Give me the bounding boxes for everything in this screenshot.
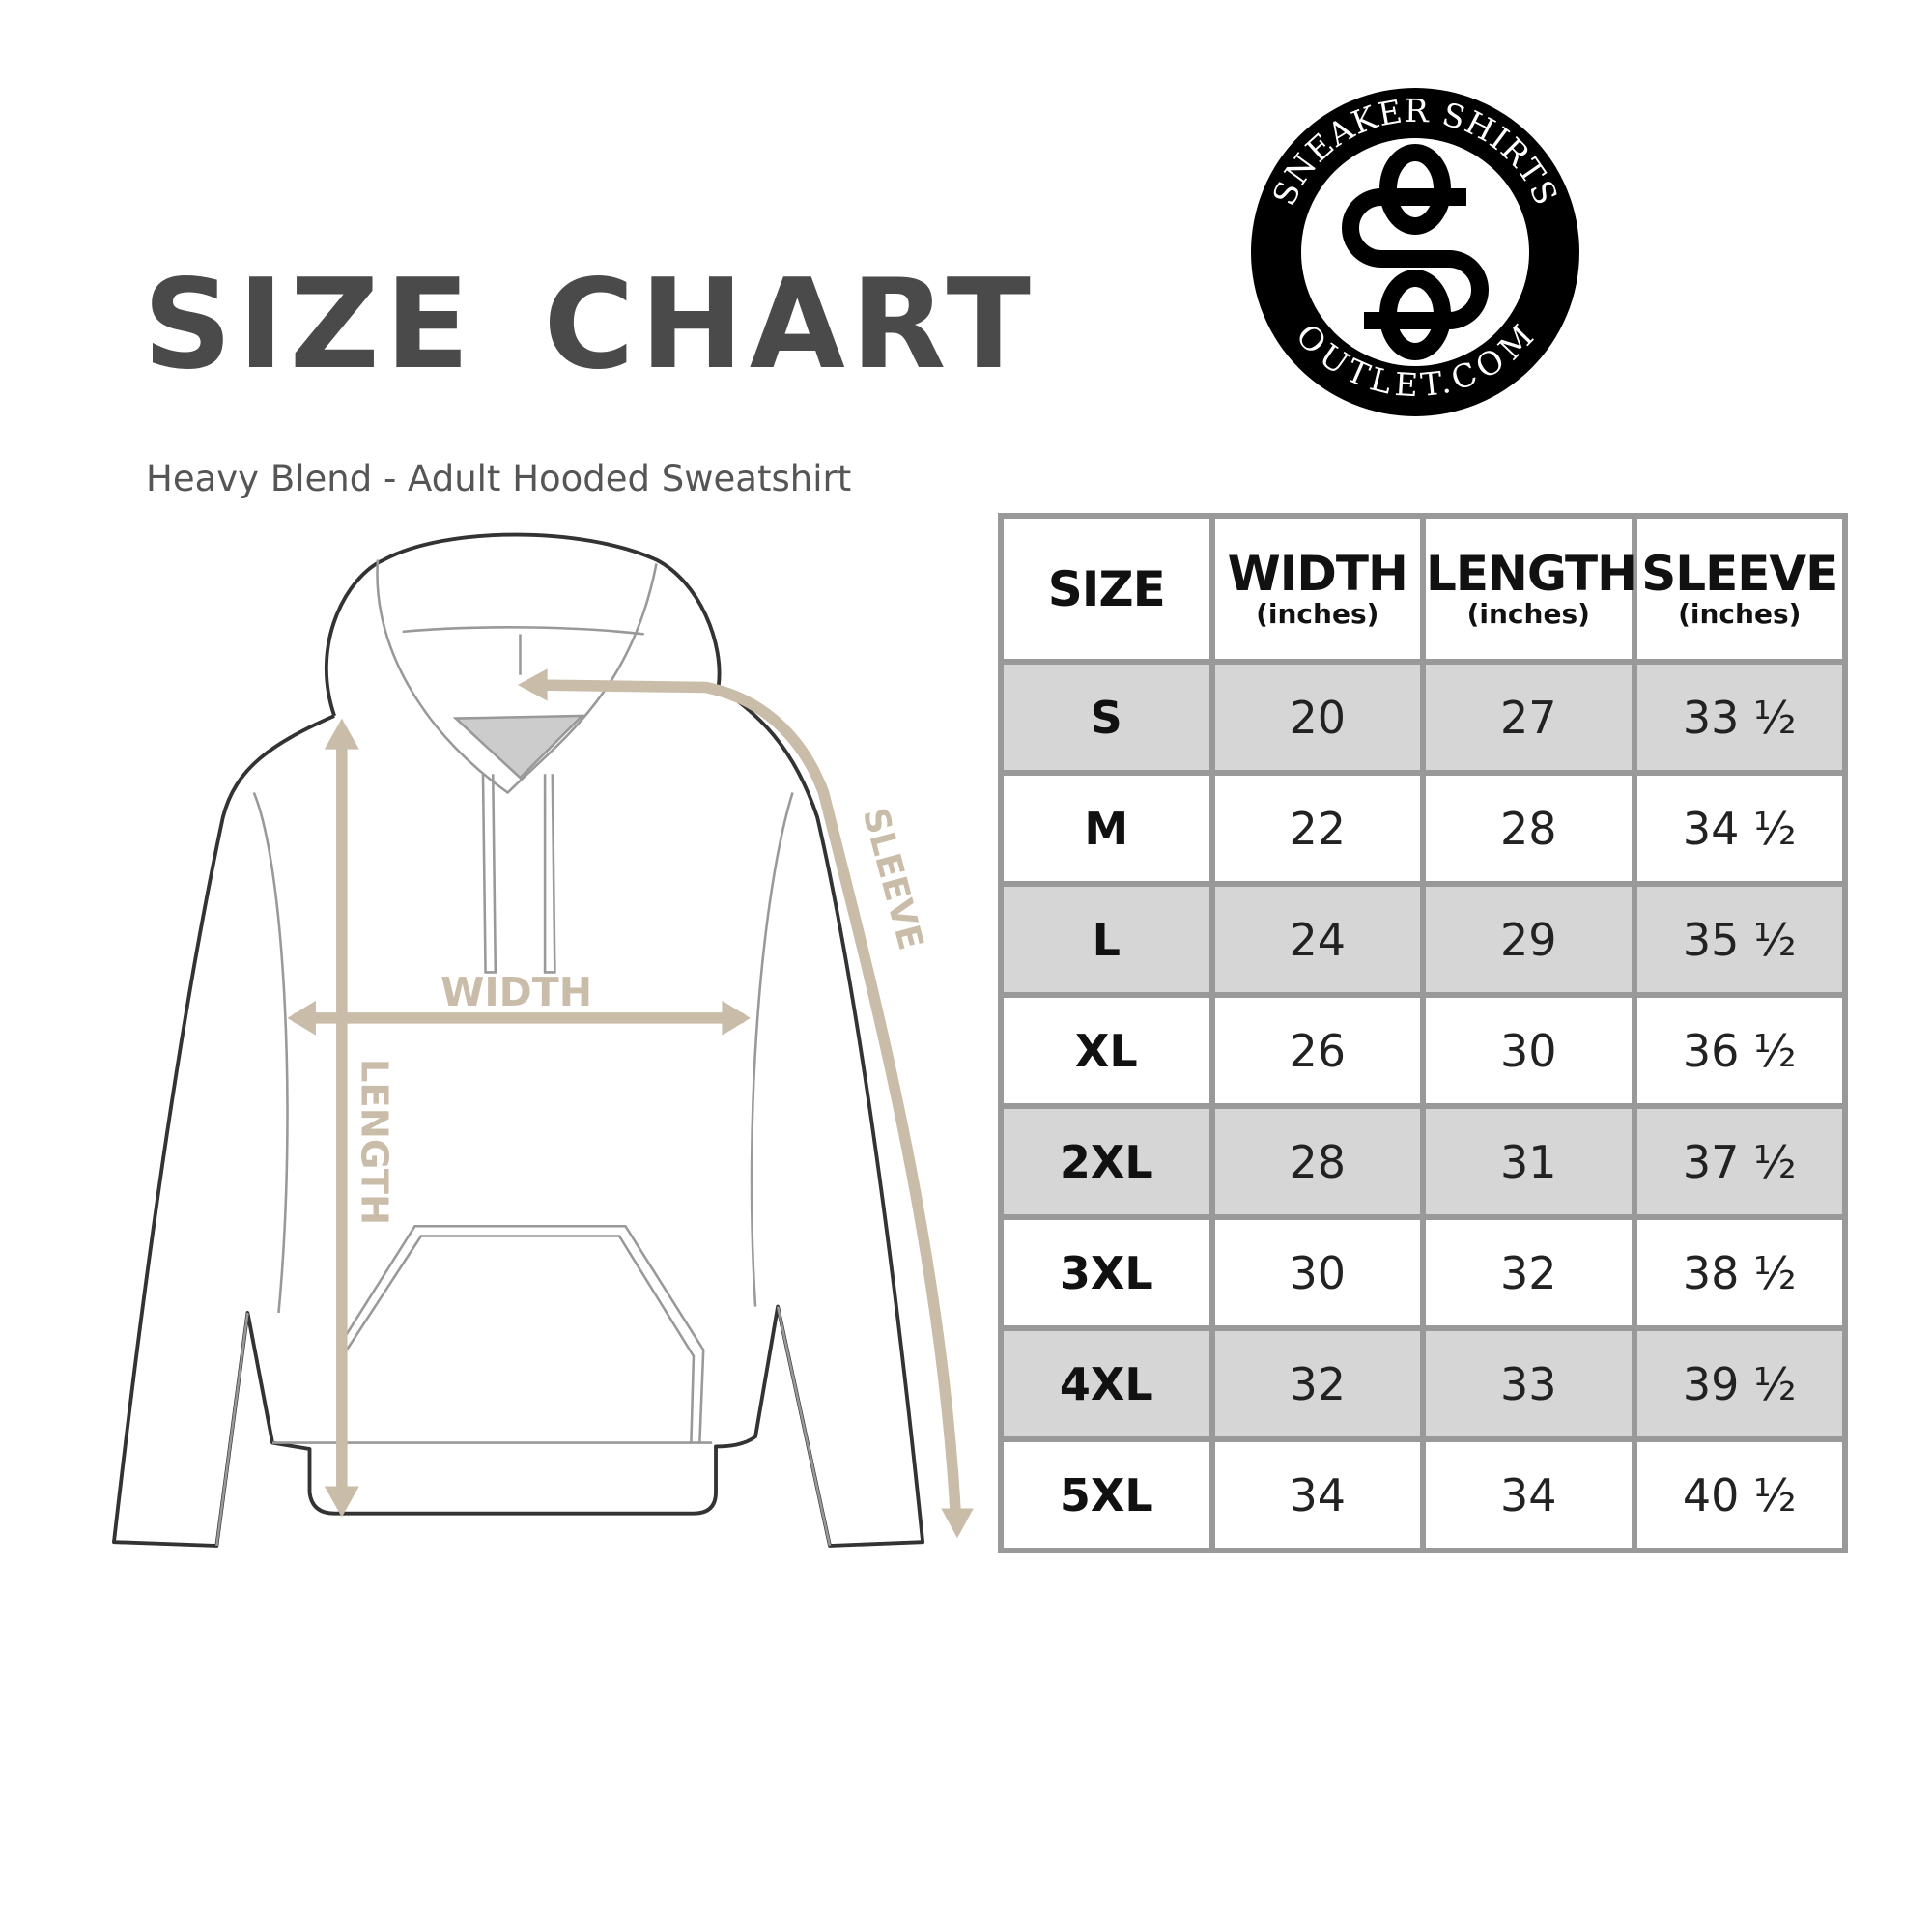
cell-size: L bbox=[998, 881, 1215, 998]
product-subtitle: Heavy Blend - Adult Hooded Sweatshirt bbox=[146, 458, 852, 499]
cell-width: 32 bbox=[1208, 1325, 1426, 1442]
column-header-length: LENGTH (inches) bbox=[1420, 513, 1637, 665]
sleeve-label: SLEEVE bbox=[855, 804, 930, 953]
cell-size: M bbox=[998, 770, 1215, 887]
cell-sleeve: 33 ½ bbox=[1631, 659, 1848, 776]
cell-sleeve: 37 ½ bbox=[1631, 1103, 1848, 1220]
table-row: L 24 29 35 ½ bbox=[998, 881, 1848, 998]
cell-width: 20 bbox=[1208, 659, 1426, 776]
cell-length: 27 bbox=[1420, 659, 1637, 776]
column-header-sleeve: SLEEVE (inches) bbox=[1631, 513, 1848, 665]
cell-sleeve: 38 ½ bbox=[1631, 1214, 1848, 1331]
table-row: 3XL 30 32 38 ½ bbox=[998, 1214, 1848, 1331]
arrow-head-icon bbox=[722, 1000, 751, 1036]
cell-width: 34 bbox=[1208, 1436, 1426, 1553]
cell-width: 26 bbox=[1208, 992, 1426, 1109]
cell-sleeve: 35 ½ bbox=[1631, 881, 1848, 998]
cell-sleeve: 40 ½ bbox=[1631, 1436, 1848, 1553]
table-row: 5XL 34 34 40 ½ bbox=[998, 1436, 1848, 1553]
cell-size: 2XL bbox=[998, 1103, 1215, 1220]
arrow-head-icon bbox=[324, 1486, 359, 1518]
width-label: WIDTH bbox=[440, 969, 592, 1015]
cell-size: 3XL bbox=[998, 1214, 1215, 1331]
cell-width: 28 bbox=[1208, 1103, 1426, 1220]
cell-width: 22 bbox=[1208, 770, 1426, 887]
cell-size: 5XL bbox=[998, 1436, 1215, 1553]
cell-sleeve: 39 ½ bbox=[1631, 1325, 1848, 1442]
table-row: M 22 28 34 ½ bbox=[998, 770, 1848, 887]
cell-length: 28 bbox=[1420, 770, 1637, 887]
cell-length: 34 bbox=[1420, 1436, 1637, 1553]
arrow-head-icon bbox=[941, 1508, 974, 1539]
monogram-icon bbox=[1342, 144, 1489, 360]
cell-length: 32 bbox=[1420, 1214, 1637, 1331]
cell-size: XL bbox=[998, 992, 1215, 1109]
table-row: S 20 27 33 ½ bbox=[998, 659, 1848, 776]
table-row: 2XL 28 31 37 ½ bbox=[998, 1103, 1848, 1220]
cell-length: 29 bbox=[1420, 881, 1637, 998]
length-label: LENGTH bbox=[352, 1059, 395, 1225]
table-row: 4XL 32 33 39 ½ bbox=[998, 1325, 1848, 1442]
size-table: SIZE WIDTH (inches) LENGTH (inches) SLEEVE… bbox=[998, 513, 1848, 1553]
cell-size: 4XL bbox=[998, 1325, 1215, 1442]
cell-length: 30 bbox=[1420, 992, 1637, 1109]
cell-sleeve: 36 ½ bbox=[1631, 992, 1848, 1109]
table-header-row: SIZE WIDTH (inches) LENGTH (inches) SLEEVE… bbox=[998, 513, 1848, 665]
cell-size: S bbox=[998, 659, 1215, 776]
column-header-size: SIZE bbox=[998, 513, 1215, 665]
cell-width: 24 bbox=[1208, 881, 1426, 998]
column-header-width: WIDTH (inches) bbox=[1208, 513, 1426, 665]
measure-arrows bbox=[291, 679, 962, 1529]
cell-length: 31 bbox=[1420, 1103, 1637, 1220]
page-title: SIZE CHART bbox=[143, 253, 1037, 397]
arrow-head-icon bbox=[517, 668, 548, 701]
brand-logo: SNEAKER SHIRTS OUTLET.COM bbox=[1251, 88, 1579, 416]
cell-width: 30 bbox=[1208, 1214, 1426, 1331]
cell-length: 33 bbox=[1420, 1325, 1637, 1442]
table-row: XL 26 30 36 ½ bbox=[998, 992, 1848, 1109]
arrow-head-icon bbox=[324, 718, 359, 750]
arrow-head-icon bbox=[287, 1000, 316, 1036]
cell-sleeve: 34 ½ bbox=[1631, 770, 1848, 887]
